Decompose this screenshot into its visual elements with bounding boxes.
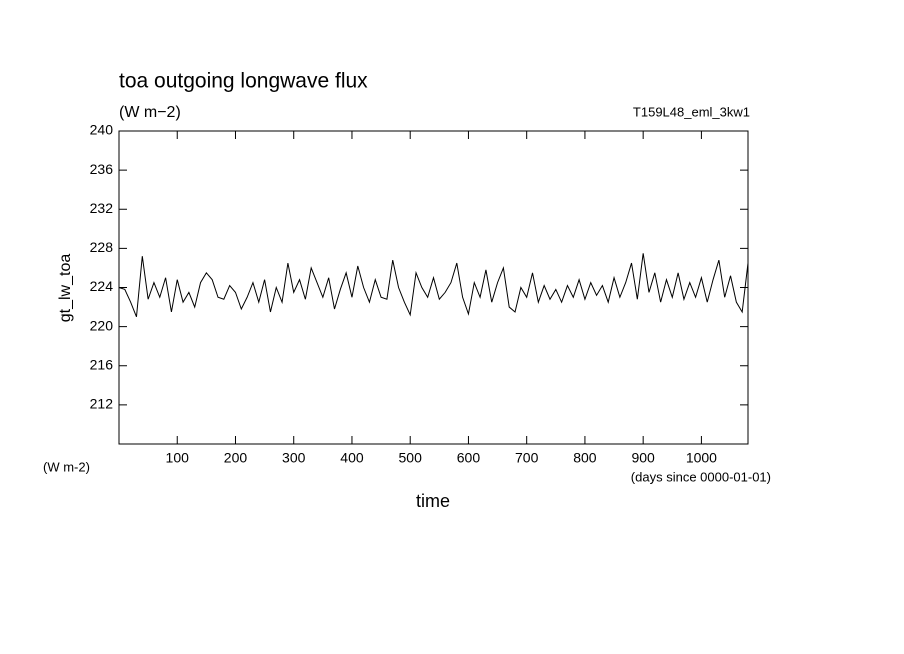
- x-tick-label: 500: [399, 450, 423, 466]
- x-axis-label: time: [416, 491, 450, 511]
- data-line: [118, 253, 749, 318]
- chart-title: toa outgoing longwave flux: [119, 70, 368, 93]
- x-tick-label: 900: [631, 450, 655, 466]
- plot-frame: [118, 130, 749, 445]
- x-tick-label: 200: [224, 450, 248, 466]
- y-tick-label: 220: [90, 317, 114, 333]
- chart-subtitle: (W m−2): [119, 104, 181, 121]
- x-tick-label: 400: [340, 450, 364, 466]
- y-tick-label: 224: [90, 278, 114, 294]
- x-tick-label: 600: [457, 450, 481, 466]
- y-tick-label: 236: [90, 161, 114, 177]
- y-unit-label: (W m-2): [43, 459, 90, 474]
- x-tick-label: 300: [282, 450, 306, 466]
- y-axis-label: gt_lw_toa: [57, 254, 74, 323]
- experiment-label: T159L48_eml_3kw1: [633, 104, 750, 119]
- x-unit-label: (days since 0000-01-01): [631, 469, 771, 484]
- y-tick-label: 212: [90, 396, 114, 412]
- x-tick-label: 700: [515, 450, 539, 466]
- x-tick-label: 1000: [686, 450, 717, 466]
- y-tick-label: 232: [90, 200, 114, 216]
- y-tick-label: 216: [90, 356, 114, 372]
- y-tick-label: 228: [90, 239, 114, 255]
- x-tick-label: 100: [166, 450, 190, 466]
- y-tick-label: 240: [90, 122, 114, 138]
- x-tick-label: 800: [573, 450, 597, 466]
